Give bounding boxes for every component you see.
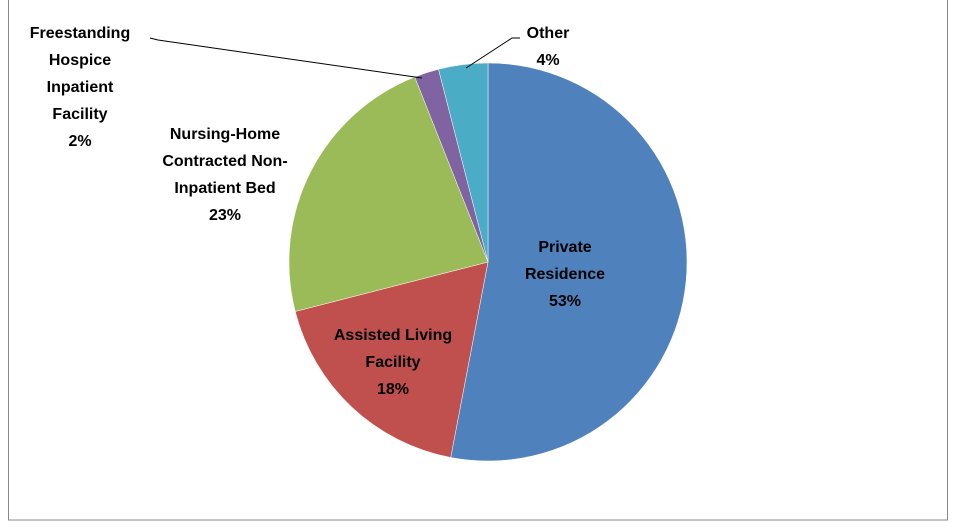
slice-value-label: 53%: [548, 293, 582, 310]
slice-label: Nursing-Home Contracted Non-Inpatient Be…: [162, 126, 288, 197]
slice-label: Freestanding Hospice Inpatient Facility: [29, 25, 131, 123]
slice-value-label: 2%: [68, 133, 92, 150]
leader-line: [149, 37, 423, 79]
chart-frame: [8, 0, 948, 521]
slice-value-label: 23%: [208, 207, 242, 224]
slice-label: Other: [526, 25, 570, 42]
slice-value-label: 4%: [536, 52, 560, 69]
pie-slice: [450, 62, 688, 462]
slice-value-label: 18%: [376, 381, 410, 398]
pie-slice: [288, 76, 489, 312]
leader-line: [465, 37, 520, 69]
slice-label: Assisted Living Facility: [333, 327, 453, 371]
pie-slice: [294, 261, 489, 458]
slice-label: Private Residence: [524, 239, 606, 283]
pie-slice: [438, 62, 489, 263]
